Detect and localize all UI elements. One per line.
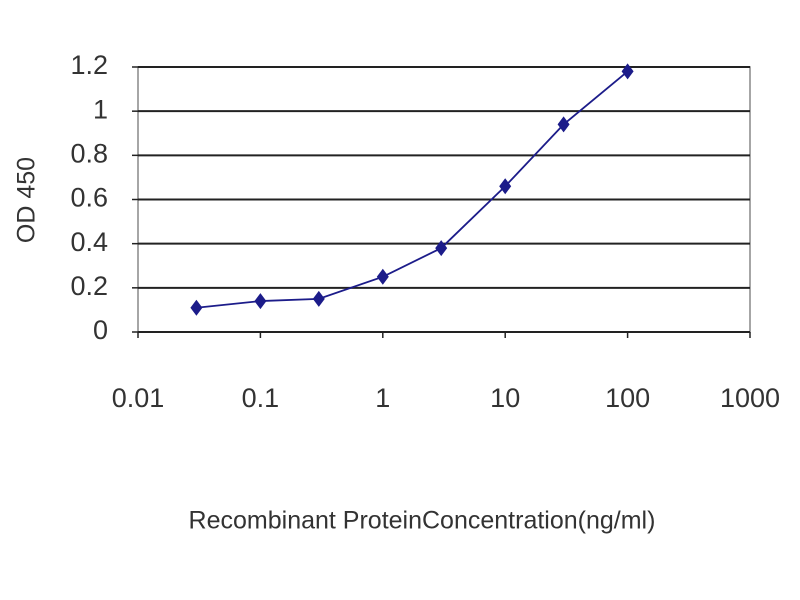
- data-point: [621, 63, 634, 80]
- x-tick-label: 1: [375, 383, 390, 413]
- data-point: [557, 116, 570, 133]
- y-axis-title: OD 450: [13, 157, 41, 243]
- x-tick-label: 0.1: [242, 383, 280, 413]
- x-tick-label: 100: [605, 383, 650, 413]
- y-tick-label: 0: [93, 315, 108, 345]
- data-point: [499, 178, 512, 195]
- y-tick-label: 1: [93, 94, 108, 124]
- y-tick-label: 1.2: [70, 50, 108, 80]
- data-point: [435, 240, 448, 257]
- data-point: [376, 268, 389, 285]
- x-tick-label: 1000: [720, 383, 780, 413]
- x-tick-label: 10: [490, 383, 520, 413]
- data-point: [312, 290, 325, 307]
- data-point: [254, 293, 267, 310]
- y-tick-label: 0.6: [70, 183, 108, 213]
- y-tick-label: 0.8: [70, 138, 108, 168]
- y-tick-label: 0.2: [70, 271, 108, 301]
- data-point: [190, 299, 203, 316]
- x-axis-title: Recombinant ProteinConcentration(ng/ml): [189, 507, 656, 535]
- data-line: [196, 70, 629, 309]
- y-tick-label: 0.4: [70, 227, 108, 257]
- x-tick-label: 0.01: [112, 383, 165, 413]
